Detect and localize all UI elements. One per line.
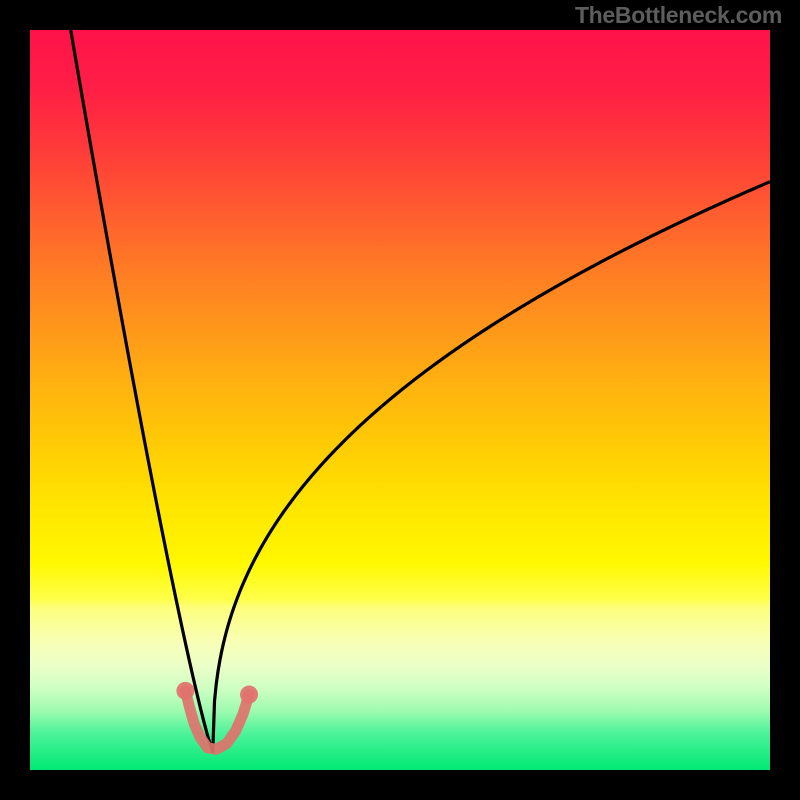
highlight-tip-left (176, 682, 194, 700)
chart-background (30, 30, 770, 770)
highlight-tip-right (240, 686, 258, 704)
bottleneck-chart (0, 0, 800, 800)
chart-frame: TheBottleneck.com (0, 0, 800, 800)
watermark-text: TheBottleneck.com (575, 2, 782, 29)
